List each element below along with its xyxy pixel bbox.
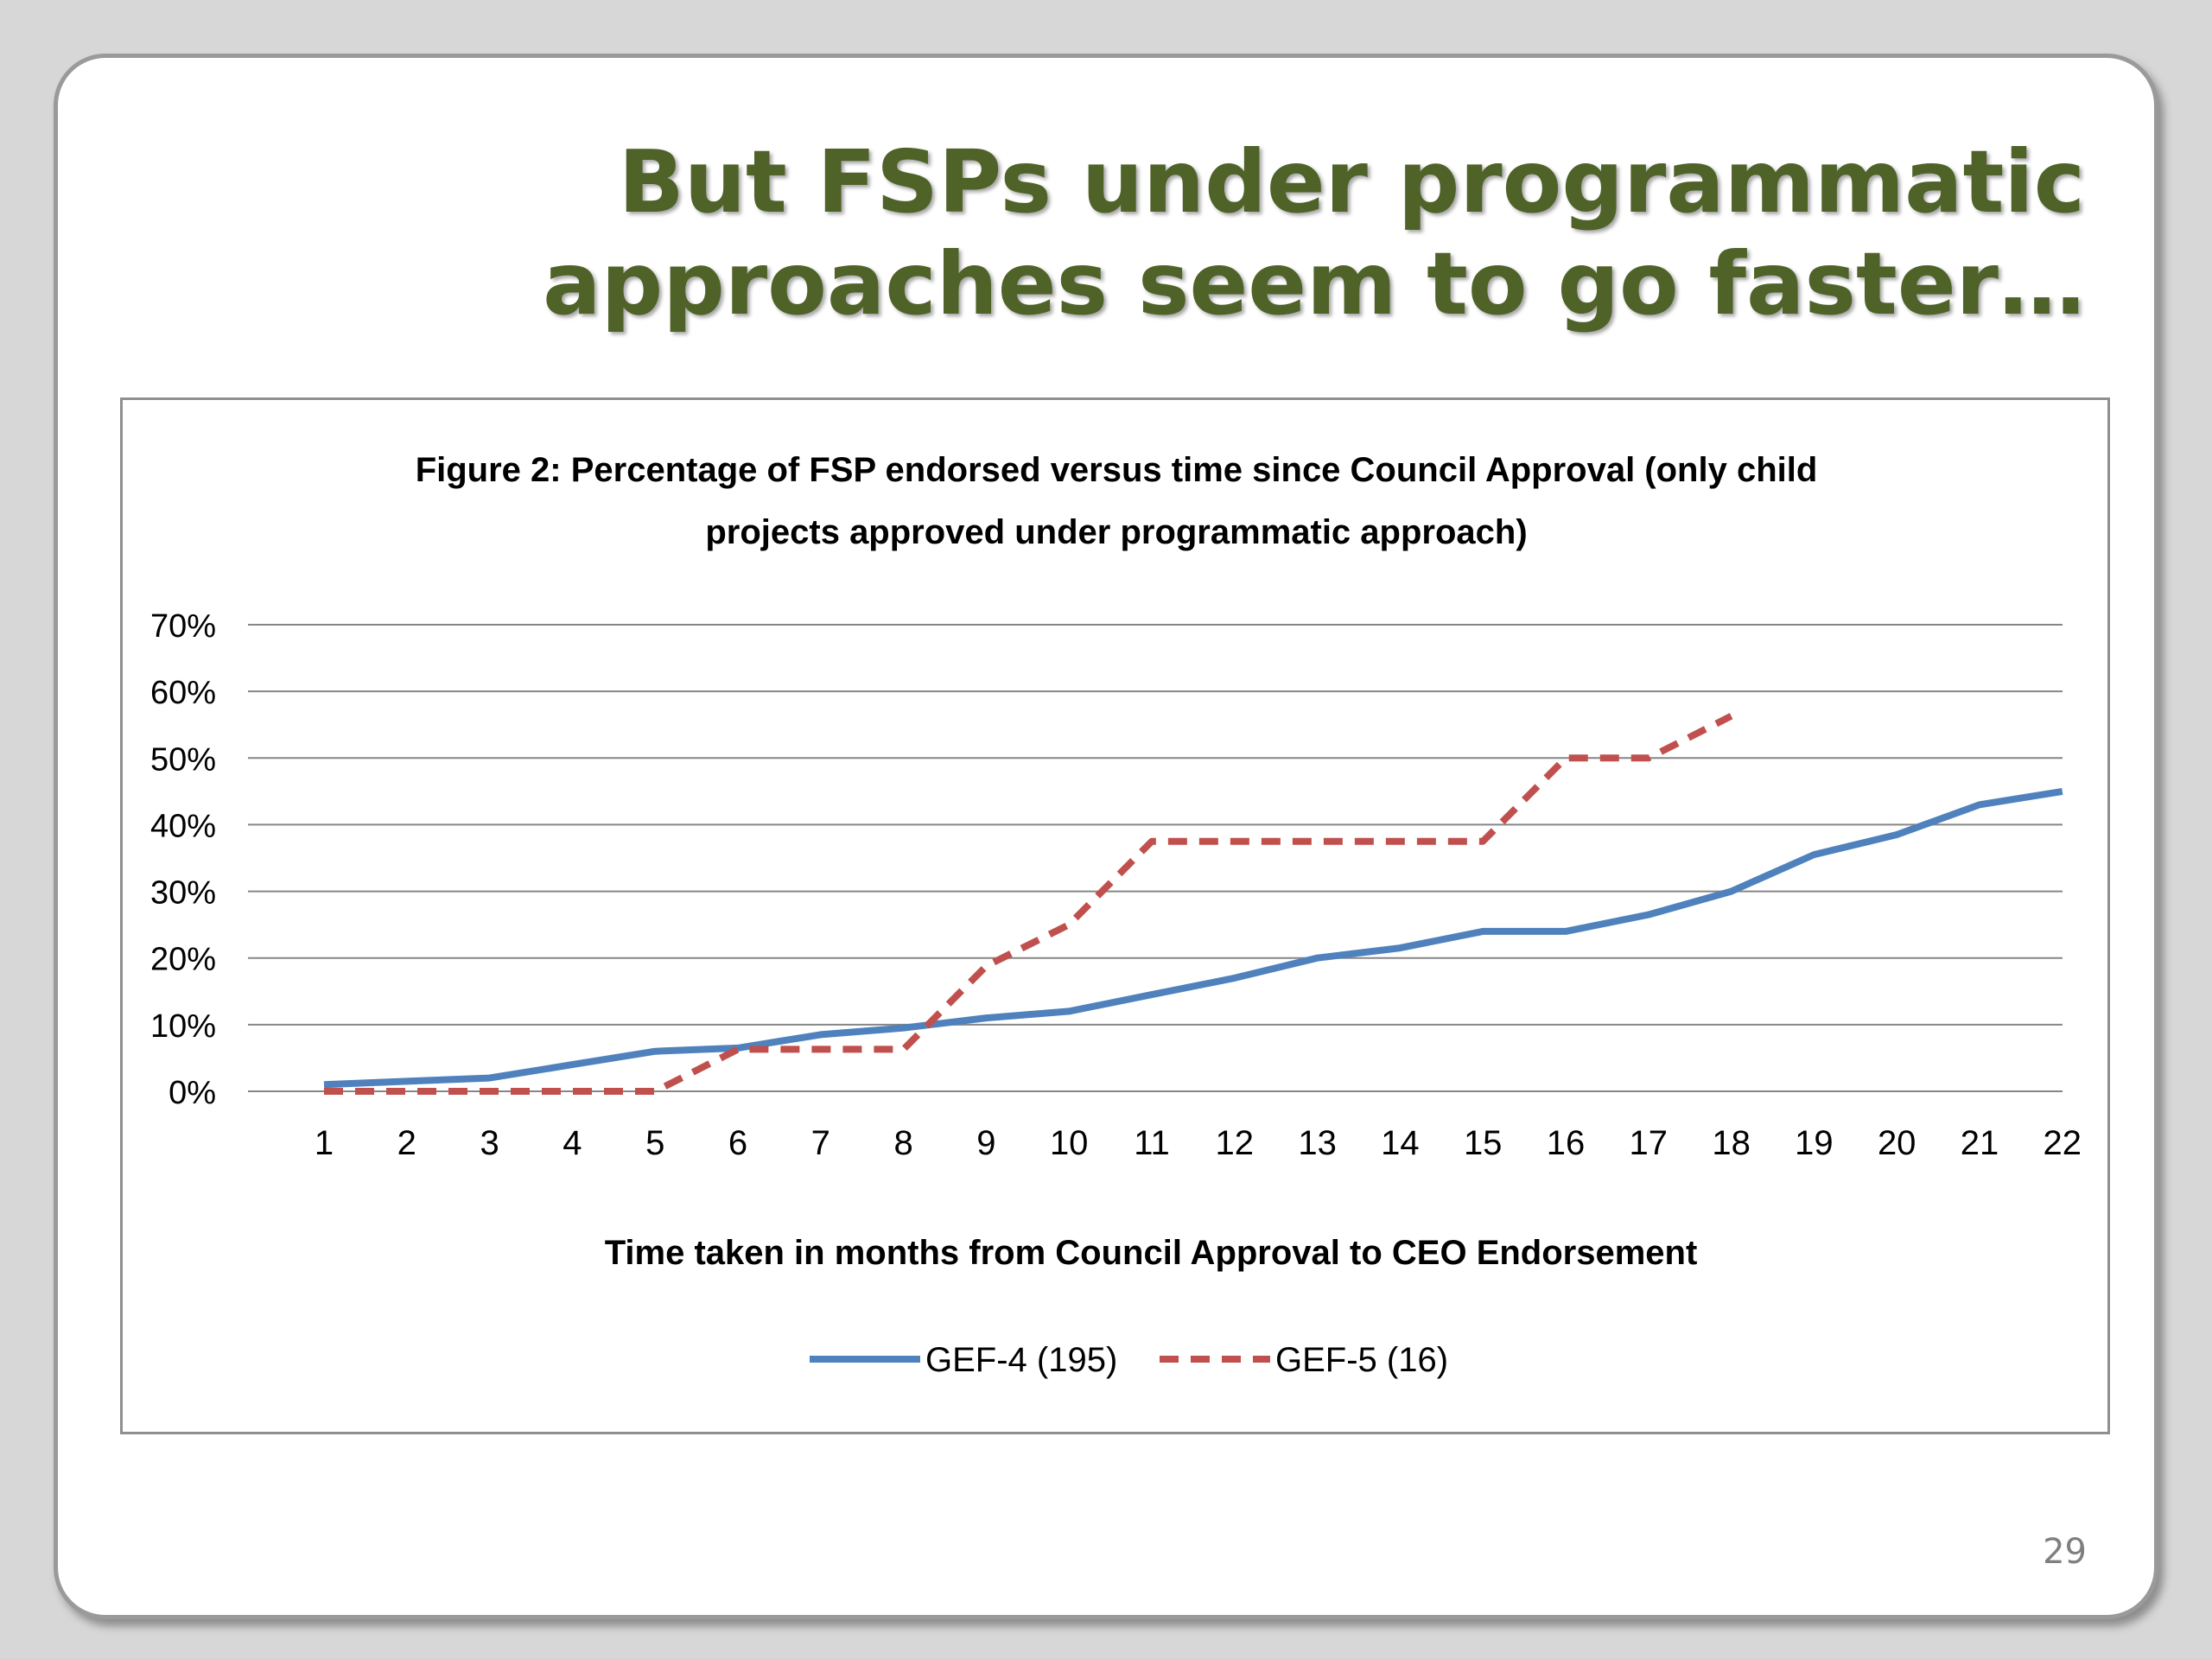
x-axis-ticks: 1 2 3 4 5 6 7 8 9 10 11 12 13 14 15 16 17 18 19 20 21 22 — [315, 1124, 2082, 1162]
gridlines — [248, 624, 2063, 1092]
slide-title-line-2: approaches seem to go faster… — [543, 233, 2085, 334]
line-chart: Figure 2: Percentage of FSP endorsed ver… — [150, 451, 2082, 1379]
x-tick-label: 15 — [1464, 1124, 1503, 1162]
x-tick-label: 20 — [1878, 1124, 1916, 1162]
y-tick-label: 70% — [150, 608, 216, 645]
legend-label-1: GEF-4 (195) — [925, 1341, 1117, 1379]
x-tick-label: 1 — [315, 1124, 334, 1162]
x-tick-label: 6 — [728, 1124, 747, 1162]
x-tick-label: 21 — [1961, 1124, 1999, 1162]
y-tick-label: 0% — [168, 1075, 216, 1111]
y-axis-ticks: 0% 10% 20% 30% 40% 50% 60% 70% — [150, 608, 216, 1111]
x-tick-label: 12 — [1216, 1124, 1255, 1162]
slide-title-line-1: But FSPs under programmatic — [618, 131, 2085, 232]
x-tick-label: 22 — [2044, 1124, 2082, 1162]
chart-title-line-1: Figure 2: Percentage of FSP endorsed ver… — [416, 451, 1818, 489]
x-tick-label: 17 — [1630, 1124, 1669, 1162]
x-tick-label: 11 — [1134, 1124, 1170, 1162]
x-tick-label: 9 — [976, 1124, 995, 1162]
x-tick-label: 7 — [811, 1124, 830, 1162]
legend: GEF-4 (195) GEF-5 (16) — [810, 1341, 1448, 1379]
page-number: 29 — [2043, 1532, 2087, 1572]
series-line-2 — [324, 713, 1733, 1095]
slide: But FSPs under programmatic approaches s… — [54, 54, 2158, 1619]
x-tick-label: 14 — [1381, 1124, 1420, 1162]
y-tick-label: 40% — [150, 808, 216, 844]
y-tick-label: 30% — [150, 875, 216, 912]
series-line-1 — [323, 787, 2063, 1089]
y-tick-label: 60% — [150, 675, 216, 711]
x-tick-label: 8 — [893, 1124, 912, 1162]
legend-label-2: GEF-5 (16) — [1275, 1341, 1448, 1379]
x-tick-label: 5 — [645, 1124, 664, 1162]
x-axis-label: Time taken in months from Council Approv… — [605, 1234, 1698, 1272]
x-tick-label: 16 — [1547, 1124, 1586, 1162]
series-lines — [323, 713, 2063, 1095]
y-tick-label: 10% — [150, 1008, 216, 1045]
x-tick-label: 19 — [1795, 1124, 1834, 1162]
x-tick-label: 4 — [563, 1124, 582, 1162]
x-tick-label: 10 — [1050, 1124, 1089, 1162]
x-tick-label: 3 — [480, 1124, 499, 1162]
x-tick-label: 13 — [1298, 1124, 1337, 1162]
x-tick-label: 18 — [1712, 1124, 1751, 1162]
chart-title-line-2: projects approved under programmatic app… — [705, 513, 1527, 551]
chart-frame: Figure 2: Percentage of FSP endorsed ver… — [120, 397, 2110, 1434]
x-tick-label: 2 — [397, 1124, 416, 1162]
y-tick-label: 20% — [150, 942, 216, 978]
slide-title: But FSPs under programmatic approaches s… — [270, 131, 2085, 335]
y-tick-label: 50% — [150, 741, 216, 778]
